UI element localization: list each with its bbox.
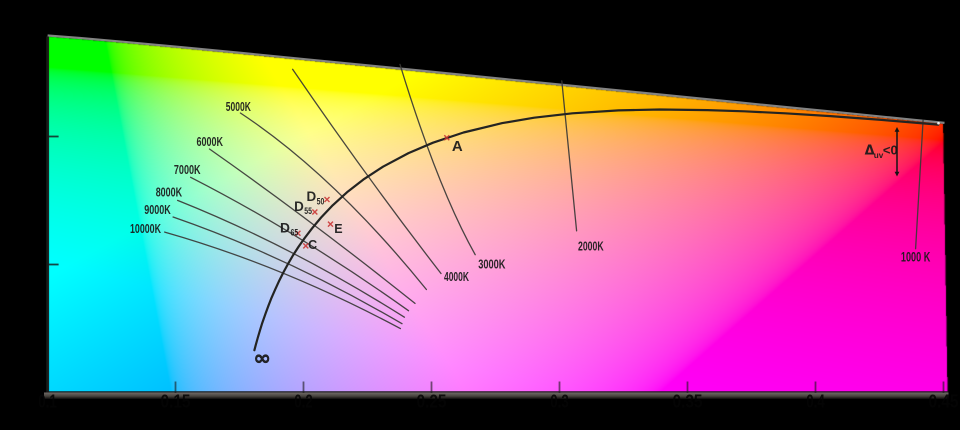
x-tick-label: 0.15 xyxy=(161,392,191,412)
x-tick-label: 0.1 xyxy=(38,392,57,412)
isotherm-label-4000K: 4000K xyxy=(444,269,469,284)
illuminant-label-E: E xyxy=(334,222,342,236)
illuminant-marker-C xyxy=(302,242,309,249)
isotherm-label-7000K: 7000K xyxy=(174,162,201,177)
duv-annotation-sub: uv xyxy=(874,151,884,160)
illuminant-label-D55: D xyxy=(294,199,304,214)
isotherm-line-1000K xyxy=(914,119,924,250)
locus-end-dot xyxy=(937,121,940,125)
illuminant-marker-D65 xyxy=(294,230,301,237)
isotherm-label-8000K: 8000K xyxy=(156,185,183,200)
isotherm-label-5000K: 5000K xyxy=(226,99,251,114)
isotherm-label-6000K: 6000K xyxy=(197,134,224,149)
isotherm-line-8000K xyxy=(176,199,406,318)
duv-annotation-rest: <0 xyxy=(883,143,898,158)
illuminant-label-A: A xyxy=(452,138,463,155)
illuminant-label-D50: D xyxy=(307,189,317,204)
x-axis-line xyxy=(47,391,949,394)
y-axis-line xyxy=(46,36,50,393)
illuminant-label-sub-D50: 50 xyxy=(317,196,325,206)
x-tick-label: 0.2 xyxy=(294,392,313,412)
isotherm-line-3000K xyxy=(399,63,476,256)
isotherm-label-10000K: 10000K xyxy=(130,221,161,236)
isotherm-label-3000K: 3000K xyxy=(478,256,506,271)
x-tick-label: 0.25 xyxy=(417,392,447,412)
x-tick-label: 0.3 xyxy=(550,392,569,412)
isotherm-label-2000K: 2000K xyxy=(578,238,604,253)
illuminant-label-sub-D55: 55 xyxy=(304,206,312,216)
duv-arrow-head-down xyxy=(894,171,900,177)
illuminant-marker-A xyxy=(443,134,450,141)
illuminant-label-D65: D xyxy=(280,220,290,235)
illuminant-marker-E xyxy=(327,221,334,228)
illuminant-marker-D55 xyxy=(311,209,318,216)
x-tick-label: 0.45 xyxy=(929,392,959,412)
illuminant-label-C: C xyxy=(308,238,317,252)
isotherm-line-4000K xyxy=(291,68,442,275)
duv-annotation-delta: Δ xyxy=(865,144,875,159)
spectral-locus-edge-line xyxy=(47,34,945,124)
isotherm-line-5000K xyxy=(239,112,428,291)
planckian-locus-curve xyxy=(253,108,940,352)
infinity-label: ∞ xyxy=(254,347,272,370)
isotherm-line-7000K xyxy=(189,176,410,312)
duv-arrow-head-up xyxy=(894,127,900,132)
isotherm-line-6000K xyxy=(208,148,416,305)
isotherm-label-1000K: 1000 K xyxy=(901,250,931,265)
x-tick-label: 0.4 xyxy=(806,392,825,412)
isotherm-line-2000K xyxy=(561,80,578,232)
x-tick-label: 0.35 xyxy=(673,392,703,412)
x-axis-band xyxy=(44,392,949,399)
illuminant-marker-D50 xyxy=(324,196,330,203)
illuminant-label-sub-D65: 65 xyxy=(290,228,298,239)
isotherm-label-9000K: 9000K xyxy=(144,202,171,217)
